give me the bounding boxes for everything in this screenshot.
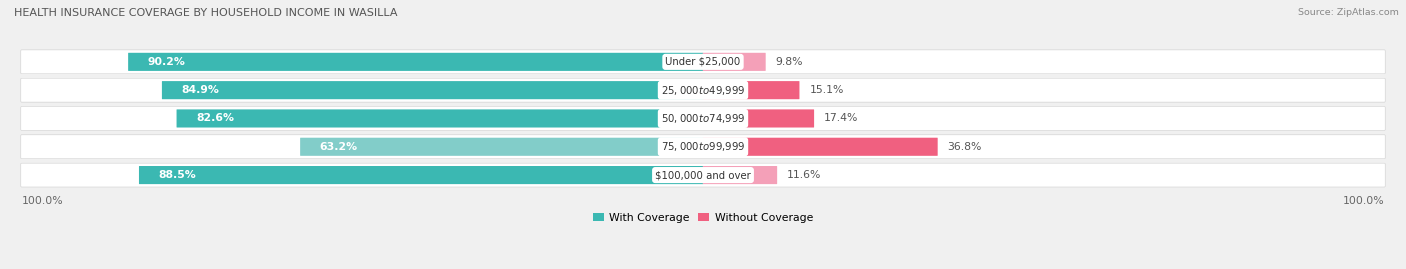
FancyBboxPatch shape (21, 78, 1385, 102)
Text: 11.6%: 11.6% (787, 170, 821, 180)
FancyBboxPatch shape (21, 163, 1385, 187)
Text: 90.2%: 90.2% (148, 57, 186, 67)
FancyBboxPatch shape (703, 53, 766, 71)
Text: Source: ZipAtlas.com: Source: ZipAtlas.com (1298, 8, 1399, 17)
Text: 36.8%: 36.8% (948, 142, 981, 152)
FancyBboxPatch shape (21, 107, 1385, 130)
Text: 9.8%: 9.8% (776, 57, 803, 67)
Text: HEALTH INSURANCE COVERAGE BY HOUSEHOLD INCOME IN WASILLA: HEALTH INSURANCE COVERAGE BY HOUSEHOLD I… (14, 8, 398, 18)
FancyBboxPatch shape (21, 135, 1385, 159)
FancyBboxPatch shape (21, 78, 1385, 102)
Text: 15.1%: 15.1% (810, 85, 844, 95)
Legend: With Coverage, Without Coverage: With Coverage, Without Coverage (589, 208, 817, 227)
FancyBboxPatch shape (703, 138, 938, 156)
Text: 63.2%: 63.2% (319, 142, 357, 152)
Text: 100.0%: 100.0% (1343, 196, 1385, 206)
FancyBboxPatch shape (299, 138, 703, 156)
Text: 17.4%: 17.4% (824, 114, 859, 123)
Text: Under $25,000: Under $25,000 (665, 57, 741, 67)
FancyBboxPatch shape (21, 135, 1385, 159)
Text: 100.0%: 100.0% (21, 196, 63, 206)
Text: 88.5%: 88.5% (159, 170, 195, 180)
FancyBboxPatch shape (21, 135, 1385, 159)
FancyBboxPatch shape (703, 81, 800, 99)
FancyBboxPatch shape (139, 166, 703, 184)
FancyBboxPatch shape (703, 109, 814, 128)
FancyBboxPatch shape (21, 78, 1385, 102)
Text: $75,000 to $99,999: $75,000 to $99,999 (661, 140, 745, 153)
Text: $100,000 and over: $100,000 and over (655, 170, 751, 180)
FancyBboxPatch shape (21, 107, 1385, 130)
FancyBboxPatch shape (162, 81, 703, 99)
Text: 84.9%: 84.9% (181, 85, 219, 95)
FancyBboxPatch shape (21, 50, 1385, 74)
FancyBboxPatch shape (21, 107, 1385, 130)
FancyBboxPatch shape (703, 166, 778, 184)
FancyBboxPatch shape (128, 53, 703, 71)
Text: $25,000 to $49,999: $25,000 to $49,999 (661, 84, 745, 97)
FancyBboxPatch shape (21, 50, 1385, 74)
FancyBboxPatch shape (177, 109, 703, 128)
Text: $50,000 to $74,999: $50,000 to $74,999 (661, 112, 745, 125)
FancyBboxPatch shape (21, 163, 1385, 187)
FancyBboxPatch shape (21, 163, 1385, 187)
Text: 82.6%: 82.6% (195, 114, 233, 123)
FancyBboxPatch shape (21, 50, 1385, 74)
